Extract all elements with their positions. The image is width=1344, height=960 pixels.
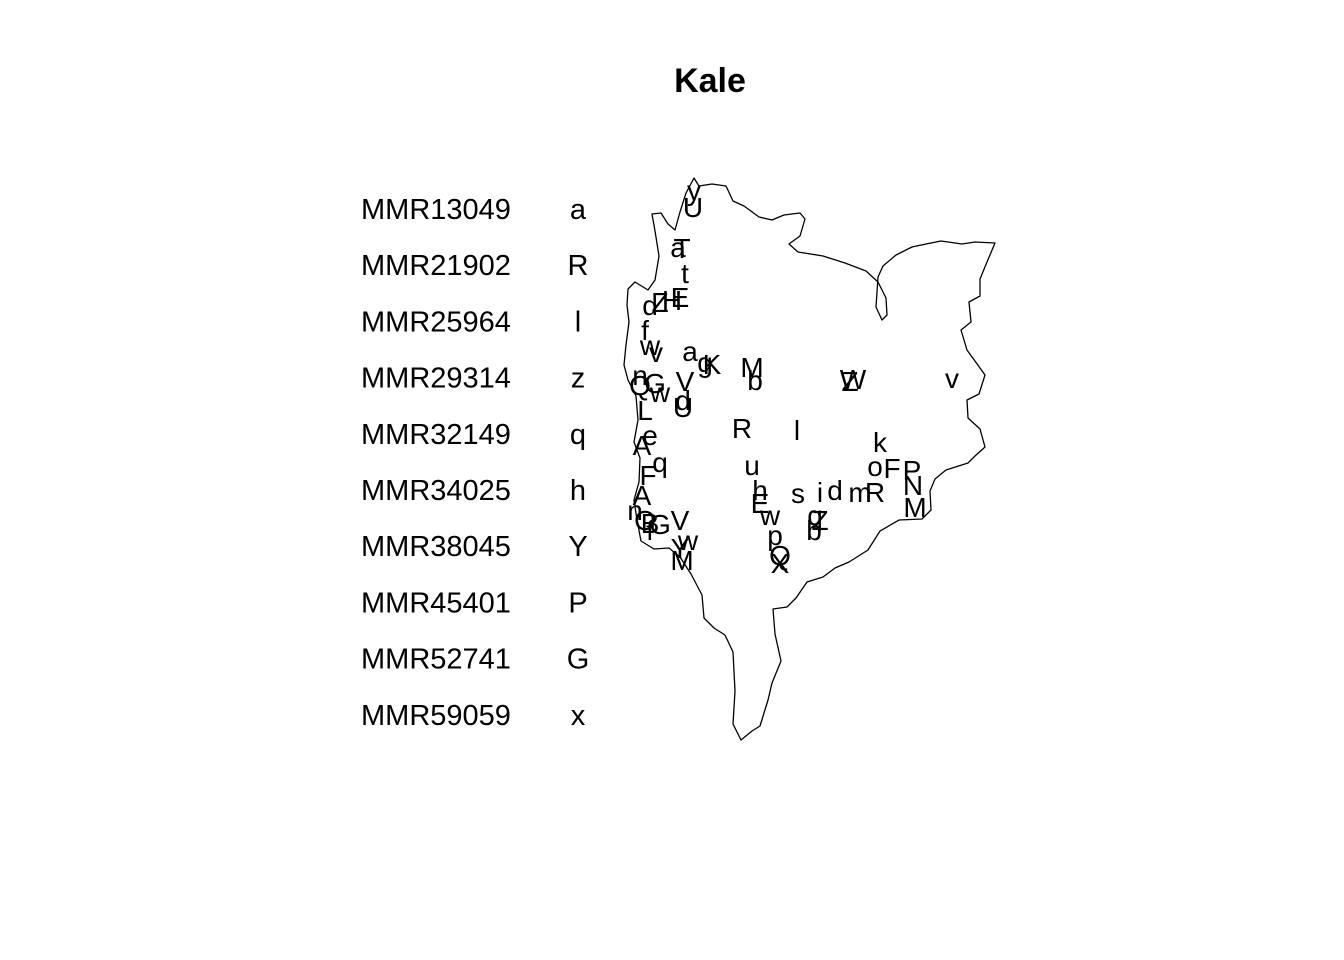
site-marker: h — [752, 475, 768, 506]
site-marker: k — [873, 427, 888, 458]
site-marker: P — [903, 455, 922, 486]
site-marker: K — [703, 349, 722, 380]
site-marker: F — [639, 460, 656, 491]
site-marker: w — [677, 525, 699, 556]
site-marker: n — [627, 495, 643, 526]
site-marker: N — [903, 470, 923, 501]
legend-symbol: R — [568, 250, 589, 282]
legend-symbol: h — [570, 475, 586, 507]
site-marker: T — [673, 233, 690, 264]
legend: MMR13049 a MMR21902 R MMR25964 l MMR29314 z MMR3… — [361, 194, 589, 732]
legend-code: MMR52741 — [361, 644, 511, 676]
site-marker: l — [794, 415, 800, 446]
site-marker: O — [634, 505, 656, 536]
legend-code: MMR34025 — [361, 475, 511, 507]
legend-symbol: a — [570, 194, 587, 226]
map-title: Kale — [674, 62, 746, 100]
site-marker: t — [681, 258, 689, 289]
site-marker: d — [827, 475, 843, 506]
site-marker: E — [751, 488, 770, 519]
site-marker: M — [670, 545, 693, 576]
site-marker: Y — [671, 533, 690, 564]
legend-code: MMR38045 — [361, 531, 511, 563]
site-marker: w — [759, 500, 781, 531]
site-marker: R — [732, 413, 752, 444]
legend-symbol: l — [575, 306, 581, 338]
site-marker: Z — [841, 366, 858, 397]
site-marker: W — [840, 364, 867, 395]
site-marker: f — [641, 315, 649, 346]
site-marker: m — [848, 477, 871, 508]
legend-symbol: x — [571, 700, 586, 732]
site-marker: Z — [651, 287, 668, 318]
legend-symbol: Y — [568, 531, 587, 563]
site-marker: Q — [769, 540, 791, 571]
legend-code: MMR13049 — [361, 194, 511, 226]
site-marker: U — [673, 392, 693, 423]
site-marker: u — [744, 450, 760, 481]
legend-symbol: G — [567, 644, 590, 676]
site-marker: f — [646, 515, 654, 546]
site-marker: y — [687, 175, 701, 206]
site-marker: F — [883, 453, 900, 484]
site-marker: n — [632, 360, 648, 391]
site-marker: A — [633, 430, 652, 461]
legend-symbol: z — [571, 363, 586, 395]
site-marker: A — [633, 480, 652, 511]
site-marker: Q — [629, 370, 651, 401]
site-marker: b — [806, 515, 822, 546]
site-marker: i — [817, 477, 823, 508]
site-marker: U — [683, 192, 703, 223]
site-marker: M — [740, 352, 763, 383]
site-marker: s — [791, 478, 805, 509]
site-marker: Z — [811, 505, 828, 536]
site-marker: a — [682, 336, 698, 367]
legend-code: MMR21902 — [361, 250, 511, 282]
site-marker: G — [649, 509, 671, 540]
site-marker: a — [670, 232, 686, 263]
site-marker: o — [867, 451, 883, 482]
site-marker: X — [771, 548, 790, 579]
legend-code: MMR32149 — [361, 419, 511, 451]
legend-code: MMR29314 — [361, 363, 511, 395]
site-marker: B — [641, 508, 660, 539]
site-marker: G — [644, 368, 666, 399]
legend-symbol: P — [568, 587, 587, 619]
site-marker: e — [642, 420, 658, 451]
legend-code: MMR25964 — [361, 306, 511, 338]
site-marker: q — [807, 500, 823, 531]
legend-code: MMR45401 — [361, 587, 511, 619]
site-marker: H — [662, 285, 682, 316]
site-marker: d — [642, 290, 658, 321]
site-marker: V — [671, 505, 690, 536]
site-marker: v — [649, 337, 663, 368]
district-boundary — [623, 177, 996, 741]
site-marker: E — [671, 282, 690, 313]
site-marker: w — [649, 377, 671, 408]
site-marker: w — [639, 330, 661, 361]
legend-code: MMR59059 — [361, 700, 511, 732]
site-marker: V — [676, 366, 695, 397]
site-marker: L — [637, 395, 653, 426]
site-marker: q — [652, 447, 668, 478]
site-marker: p — [767, 520, 783, 551]
site-marker: M — [903, 492, 926, 523]
site-marker: v — [945, 363, 959, 394]
site-marker: b — [747, 365, 763, 396]
site-marker: d — [675, 385, 691, 416]
site-marker: R — [865, 477, 885, 508]
legend-symbol: q — [570, 419, 586, 451]
site-marker: g — [697, 347, 713, 378]
